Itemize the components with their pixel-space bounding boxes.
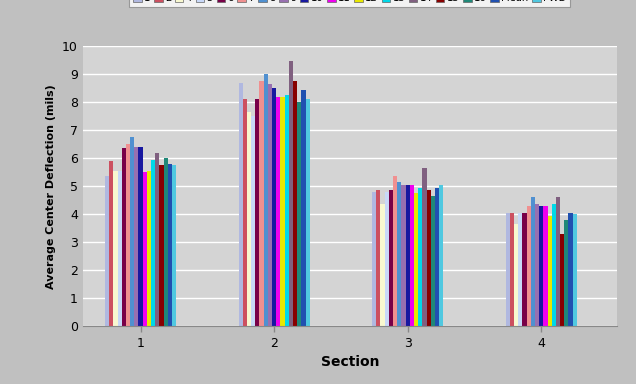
Bar (297, 102, 301, 326)
Bar (243, 99, 247, 326)
Bar (142, 172, 147, 326)
Legend: 1, 2, 4, 5, 6, 7, 8, 9, 10, 11, 12, 13, 14, 15, 16, Mean, FWD: 1, 2, 4, 5, 6, 7, 8, 9, 10, 11, 12, 13, … (129, 0, 570, 7)
Bar (272, 88, 276, 326)
Bar (160, 165, 163, 326)
Bar (255, 99, 259, 326)
Bar (422, 168, 427, 326)
Bar (151, 160, 155, 326)
Bar (406, 185, 410, 326)
Bar (139, 147, 142, 326)
Bar (435, 188, 439, 326)
Bar (109, 161, 113, 326)
Bar (126, 144, 130, 326)
Bar (410, 185, 414, 326)
Bar (518, 213, 522, 326)
Bar (280, 96, 284, 326)
Bar (389, 190, 393, 326)
Bar (293, 81, 297, 326)
Bar (531, 197, 535, 326)
Bar (431, 196, 435, 326)
Bar (414, 193, 418, 326)
Bar (551, 204, 556, 326)
Bar (506, 213, 510, 326)
Bar (276, 96, 280, 326)
Bar (535, 204, 539, 326)
Bar (238, 83, 243, 326)
Bar (418, 188, 422, 326)
Bar (305, 99, 310, 326)
Bar (522, 213, 527, 326)
Bar (548, 216, 551, 326)
Bar (247, 112, 251, 326)
Y-axis label: Average Center Deflection (mils): Average Center Deflection (mils) (46, 84, 57, 289)
Bar (569, 213, 572, 326)
Bar (118, 171, 121, 326)
Bar (427, 190, 431, 326)
Bar (121, 148, 126, 326)
X-axis label: Section: Section (321, 355, 379, 369)
Bar (398, 182, 401, 326)
Bar (372, 192, 377, 326)
Bar (377, 190, 380, 326)
Bar (172, 165, 176, 326)
Bar (264, 74, 268, 326)
Bar (572, 214, 577, 326)
Bar (155, 152, 160, 326)
Bar (514, 224, 518, 326)
Bar (539, 206, 543, 326)
Bar (251, 116, 255, 326)
Bar (134, 147, 139, 326)
Bar (385, 192, 389, 326)
Bar (560, 234, 564, 326)
Bar (168, 164, 172, 326)
Bar (268, 84, 272, 326)
Bar (163, 158, 168, 326)
Bar (130, 137, 134, 326)
Bar (105, 176, 109, 326)
Bar (380, 204, 385, 326)
Bar (439, 185, 443, 326)
Bar (393, 176, 398, 326)
Bar (401, 185, 406, 326)
Bar (147, 171, 151, 326)
Bar (543, 206, 548, 326)
Bar (113, 171, 118, 326)
Bar (556, 197, 560, 326)
Bar (564, 220, 569, 326)
Bar (510, 213, 514, 326)
Bar (259, 81, 264, 326)
Bar (284, 95, 289, 326)
Bar (301, 89, 305, 326)
Bar (527, 206, 531, 326)
Bar (289, 61, 293, 326)
